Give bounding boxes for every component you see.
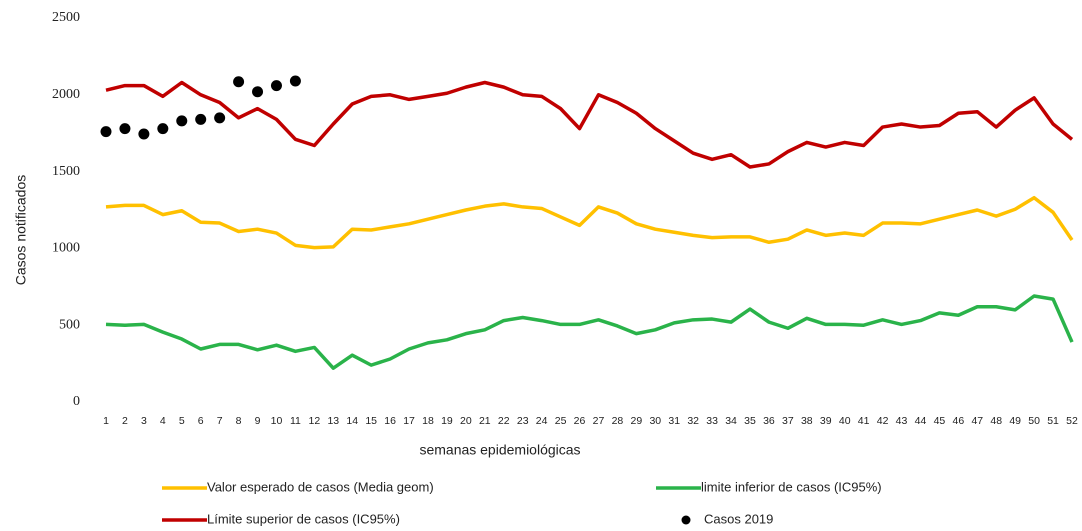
x-tick-label: 13 — [327, 415, 339, 427]
legend-label: Valor esperado de casos (Media geom) — [207, 479, 434, 494]
x-tick-label: 28 — [612, 415, 624, 427]
x-tick-label: 20 — [460, 415, 472, 427]
x-tick-label: 29 — [631, 415, 643, 427]
data-point — [119, 123, 131, 135]
x-tick-label: 14 — [346, 415, 358, 427]
x-tick-label: 12 — [309, 415, 321, 427]
y-tick-label: 2000 — [52, 87, 80, 102]
legend-label: limite inferior de casos (IC95%) — [701, 479, 882, 494]
data-point — [157, 123, 169, 135]
x-tick-label: 52 — [1066, 415, 1078, 427]
x-tick-label: 11 — [290, 415, 301, 427]
data-point — [214, 112, 226, 124]
x-tick-label: 42 — [877, 415, 889, 427]
x-tick-label: 3 — [141, 415, 147, 427]
data-point — [289, 75, 301, 87]
x-tick-label: 31 — [668, 415, 680, 427]
data-point — [252, 86, 264, 98]
y-axis-title: Casos notificados — [13, 175, 29, 286]
x-tick-label: 17 — [403, 415, 415, 427]
x-tick-label: 1 — [103, 415, 109, 427]
series-line — [105, 195, 1074, 250]
data-point — [195, 113, 207, 125]
data-point — [100, 126, 112, 138]
x-tick-label: 4 — [160, 415, 166, 427]
series-line — [105, 80, 1074, 169]
x-tick-label: 25 — [555, 415, 567, 427]
legend-label: Casos 2019 — [704, 511, 773, 526]
legend-marker — [681, 515, 691, 525]
x-tick-label: 22 — [498, 415, 510, 427]
x-tick-label: 46 — [953, 415, 965, 427]
x-tick-label: 5 — [179, 415, 185, 427]
x-tick-label: 6 — [198, 415, 204, 427]
x-tick-label: 47 — [971, 415, 983, 427]
data-point — [138, 128, 150, 140]
x-tick-label: 15 — [365, 415, 377, 427]
series-line — [105, 294, 1074, 370]
x-tick-label: 51 — [1047, 415, 1059, 427]
legend-label: Límite superior de casos (IC95%) — [207, 511, 400, 526]
x-tick-label: 19 — [441, 415, 453, 427]
data-point — [270, 80, 282, 92]
x-tick-label: 7 — [217, 415, 223, 427]
x-tick-label: 34 — [725, 415, 737, 427]
x-tick-label: 30 — [649, 415, 661, 427]
x-tick-label: 27 — [593, 415, 605, 427]
x-tick-label: 38 — [801, 415, 813, 427]
data-point — [233, 76, 245, 88]
x-tick-label: 2 — [122, 415, 128, 427]
x-axis-title: semanas epidemiológicas — [419, 442, 580, 458]
x-tick-label: 16 — [384, 415, 396, 427]
x-tick-label: 35 — [744, 415, 756, 427]
x-tick-label: 36 — [763, 415, 775, 427]
x-tick-label: 18 — [422, 415, 434, 427]
x-tick-label: 24 — [536, 415, 548, 427]
x-tick-label: 32 — [687, 415, 699, 427]
x-tick-label: 23 — [517, 415, 529, 427]
x-tick-label: 40 — [839, 415, 851, 427]
x-tick-label: 37 — [782, 415, 794, 427]
x-tick-label: 43 — [896, 415, 908, 427]
x-tick-label: 44 — [915, 415, 927, 427]
x-tick-label: 49 — [1009, 415, 1021, 427]
x-tick-label: 21 — [479, 415, 491, 427]
x-tick-label: 26 — [574, 415, 586, 427]
y-tick-label: 1000 — [52, 241, 80, 256]
x-tick-label: 45 — [934, 415, 946, 427]
x-tick-label: 39 — [820, 415, 832, 427]
x-tick-label: 10 — [271, 415, 283, 427]
y-tick-label: 0 — [73, 394, 80, 409]
data-point — [176, 115, 188, 127]
y-tick-label: 1500 — [52, 164, 80, 179]
y-tick-label: 2500 — [52, 10, 80, 25]
x-tick-label: 8 — [236, 415, 242, 427]
x-tick-label: 33 — [706, 415, 718, 427]
x-tick-label: 50 — [1028, 415, 1040, 427]
x-tick-label: 9 — [255, 415, 261, 427]
y-tick-label: 500 — [59, 317, 80, 332]
x-tick-label: 41 — [858, 415, 870, 427]
x-tick-label: 48 — [990, 415, 1002, 427]
